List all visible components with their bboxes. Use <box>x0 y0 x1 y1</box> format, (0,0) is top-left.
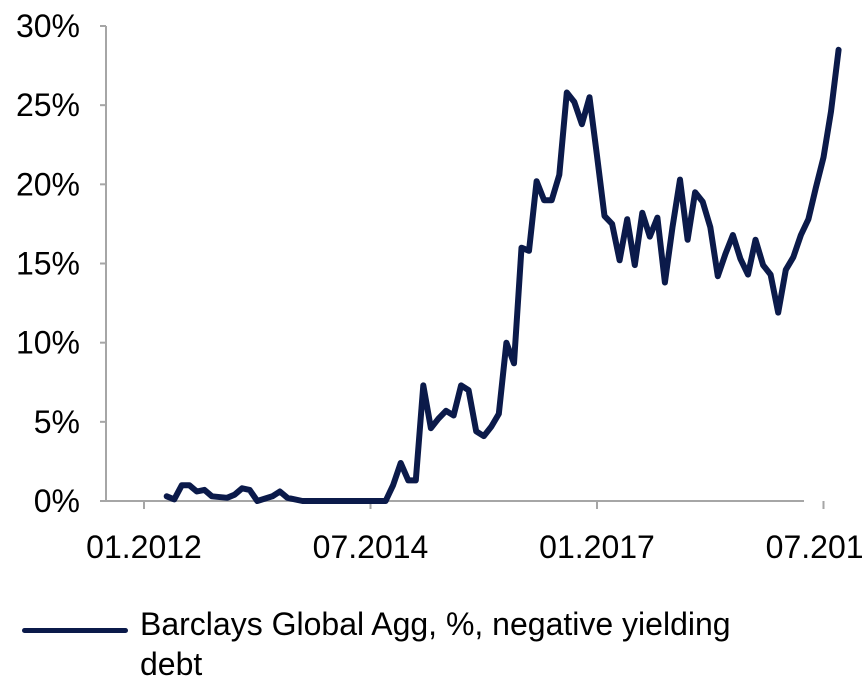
y-ticks: 0% 5% 10% 15% 20% 25% 30% <box>16 8 106 519</box>
y-tick-label: 5% <box>34 404 80 440</box>
legend-label: Barclays Global Agg, %, negative yieldin… <box>140 606 731 682</box>
y-tick-label: 0% <box>34 483 80 519</box>
y-tick-label: 15% <box>16 246 80 282</box>
x-tick-label: 07.2014 <box>313 529 429 565</box>
x-tick-label: 01.2017 <box>539 529 655 565</box>
series-line <box>163 46 842 504</box>
x-ticks: 01.2012 07.2014 01.2017 07.2019 <box>86 501 864 565</box>
x-tick-label: 07.2019 <box>766 529 864 565</box>
y-tick-label: 30% <box>16 8 80 44</box>
y-tick-label: 25% <box>16 87 80 123</box>
y-tick-label: 10% <box>16 325 80 361</box>
x-tick-label: 01.2012 <box>86 529 202 565</box>
line-chart: 0%5%10%15%20%25%30% 01.2012 07.2014 01.201… <box>16 8 864 565</box>
legend-swatch <box>22 628 128 633</box>
y-tick-label: 20% <box>16 166 80 202</box>
